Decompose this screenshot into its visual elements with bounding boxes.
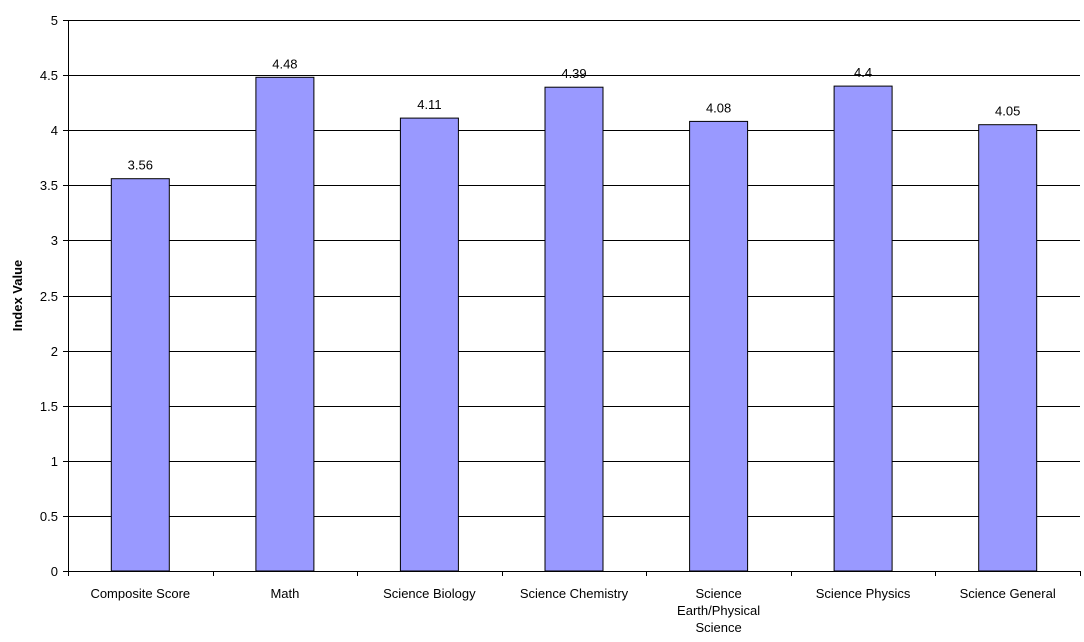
y-tick-label: 1 bbox=[51, 454, 58, 469]
x-category-label: Science Physics bbox=[816, 586, 911, 601]
y-tick-labels: 0 0.5 1 1.5 2 2.5 3 3.5 4 4.5 5 bbox=[40, 13, 58, 579]
data-label: 4.39 bbox=[561, 66, 586, 81]
x-category-label: Math bbox=[270, 586, 299, 601]
x-category-label: Composite Score bbox=[90, 586, 190, 601]
x-category-label: Science General bbox=[960, 586, 1056, 601]
bar bbox=[978, 124, 1038, 572]
x-category-label: Science bbox=[695, 586, 741, 601]
data-labels: 3.56 4.48 4.11 4.39 4.08 4.4 4.05 bbox=[128, 56, 1021, 172]
y-tick-label: 1.5 bbox=[40, 399, 58, 414]
x-category-label: Science Chemistry bbox=[520, 586, 629, 601]
y-axis-title: Index Value bbox=[10, 260, 25, 332]
bar bbox=[255, 76, 315, 572]
y-tick-label: 4.5 bbox=[40, 68, 58, 83]
data-label: 4.08 bbox=[706, 100, 731, 115]
y-tick-label: 2.5 bbox=[40, 289, 58, 304]
x-category-label: Science bbox=[695, 620, 741, 635]
x-category-label: Earth/Physical bbox=[677, 603, 760, 618]
y-tick-label: 5 bbox=[51, 13, 58, 28]
x-category-labels: Composite Score Math Science Biology Scienc… bbox=[90, 586, 1055, 635]
y-tick-label: 0.5 bbox=[40, 509, 58, 524]
y-tick-label: 4 bbox=[51, 123, 58, 138]
data-label: 3.56 bbox=[128, 158, 153, 173]
bar bbox=[399, 117, 459, 572]
bar bbox=[833, 85, 893, 572]
bar bbox=[110, 178, 170, 572]
bar bbox=[689, 120, 749, 572]
y-tick-label: 2 bbox=[51, 344, 58, 359]
y-tick-label: 0 bbox=[51, 564, 58, 579]
x-category-label: Science Biology bbox=[383, 586, 476, 601]
axes bbox=[63, 20, 1081, 576]
y-tick-label: 3 bbox=[51, 233, 58, 248]
data-label: 4.05 bbox=[995, 104, 1020, 119]
bar bbox=[544, 86, 604, 572]
data-label: 4.11 bbox=[417, 97, 441, 112]
data-label: 4.48 bbox=[272, 56, 297, 71]
y-tick-label: 3.5 bbox=[40, 178, 58, 193]
bars bbox=[110, 76, 1038, 572]
data-label: 4.4 bbox=[854, 65, 872, 80]
